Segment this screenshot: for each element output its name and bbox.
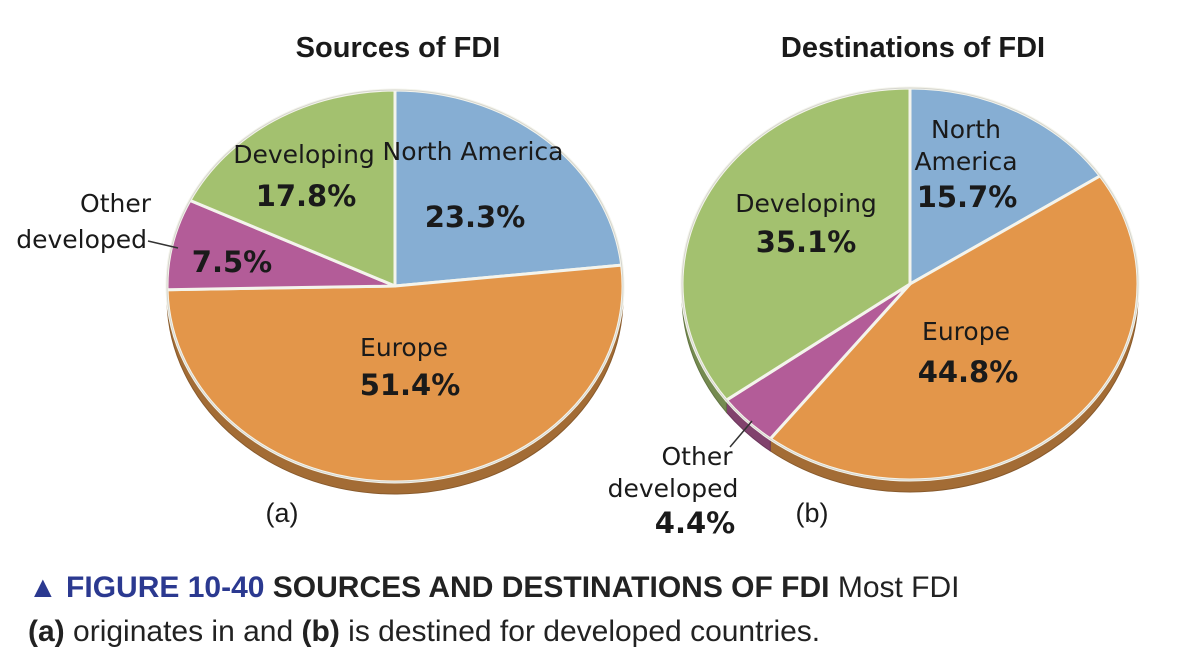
slice-name-line-2: America [914, 147, 1017, 176]
slice-name: Developing [233, 140, 375, 169]
slice-name-line-2: developed [608, 474, 739, 503]
slice-name: Developing [735, 189, 877, 218]
slice-value: 23.3% [425, 200, 526, 234]
slice-value: 51.4% [360, 368, 461, 402]
figure-heading: SOURCES AND DESTINATIONS OF FDI [272, 571, 830, 604]
slice-other-developed [165, 198, 397, 292]
panel-label: (b) [796, 498, 829, 528]
slice-north-america [908, 86, 1102, 286]
slice-value: 7.5% [192, 245, 272, 279]
slice-name: North America [383, 137, 564, 166]
caption-part-a: (a) [28, 615, 65, 648]
slice-name-line-1: Other [80, 189, 152, 218]
slice-value: 44.8% [918, 355, 1019, 389]
pie-slices [165, 88, 625, 495]
caption-part-b: (b) [301, 615, 340, 648]
slice-name-line-1: North [931, 115, 1001, 144]
chart-sources: Sources of FDI North America 23.3% Europ… [16, 32, 625, 528]
slice-europe [165, 263, 625, 484]
slice-value: 17.8% [256, 179, 357, 213]
slice-value: 15.7% [917, 180, 1018, 214]
slice-name-line-1: Other [662, 442, 734, 471]
slice-developing [188, 88, 397, 288]
chart-title: Destinations of FDI [781, 32, 1045, 64]
caption-text: originates in and [73, 615, 294, 648]
figure-number: FIGURE 10-40 [66, 571, 265, 604]
slice-name-line-2: developed [16, 225, 147, 254]
leader-line [147, 240, 179, 249]
panel-label: (a) [266, 498, 299, 528]
pie-slices [680, 86, 1140, 493]
slice-name: Europe [922, 317, 1010, 346]
slice-north-america [393, 88, 624, 288]
pie-rim [681, 87, 1139, 481]
chart-destinations: Destinations of FDI North America 15.7% … [608, 32, 1140, 540]
figure-caption: ▲ FIGURE 10-40 SOURCES AND DESTINATIONS … [28, 566, 1158, 654]
caption-text: is destined for developed countries. [348, 615, 821, 648]
slice-name: Europe [360, 333, 448, 362]
slice-value: 35.1% [756, 225, 857, 259]
slice-europe [768, 174, 1140, 482]
pie-charts: Sources of FDI North America 23.3% Europ… [16, 32, 1140, 540]
slice-label-north-america: North America [383, 137, 564, 166]
slice-value: 4.4% [655, 506, 735, 540]
triangle-marker-icon: ▲ [28, 571, 58, 604]
pie-rim [166, 89, 624, 483]
slice-developing [680, 86, 912, 402]
chart-title: Sources of FDI [296, 32, 501, 64]
leader-line [729, 420, 753, 448]
caption-text: Most FDI [837, 571, 960, 604]
